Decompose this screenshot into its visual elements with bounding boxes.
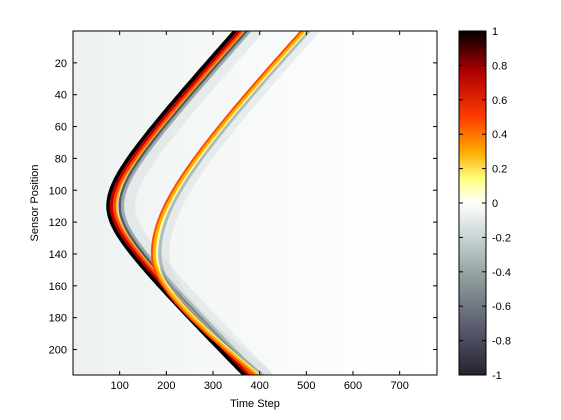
x-tick-label: 400 — [250, 380, 268, 392]
x-tick-label: 600 — [344, 380, 362, 392]
x-tick-label: 300 — [204, 380, 222, 392]
colorbar-tick-label: -0.4 — [492, 267, 511, 279]
x-tick-label: 500 — [297, 380, 315, 392]
colorbar-tick-label: 0.4 — [492, 129, 507, 141]
x-tick-label: 700 — [390, 380, 408, 392]
colorbar-tick-label: -1 — [492, 370, 502, 382]
plot-frame — [72, 30, 438, 376]
wavefront-band — [158, 31, 311, 375]
wavefront-band — [118, 31, 258, 375]
wavefront-band — [121, 31, 272, 375]
colorbar-tick-label: -0.6 — [492, 301, 511, 313]
wavefront-band — [151, 31, 306, 375]
colorbar-ticks: 1 0.8 0.6 0.4 0.2 0 -0.2 -0.4 -0.6 -0.8 -1 — [459, 26, 511, 382]
y-tick-label: 40 — [55, 90, 67, 102]
y-axis: 20 40 60 80 100 120 140 160 180 200 — [49, 58, 437, 357]
y-tick-label: 200 — [49, 345, 67, 357]
x-tick-label: 200 — [157, 380, 175, 392]
y-tick-label: 100 — [49, 185, 67, 197]
y-tick-label: 140 — [49, 249, 67, 261]
y-tick-label: 20 — [55, 58, 67, 70]
x-axis-label: Time Step — [230, 398, 280, 410]
wavefront-band — [119, 31, 261, 375]
y-tick-label: 180 — [49, 313, 67, 325]
wavefront-band — [150, 31, 303, 375]
x-axis: 100 200 300 400 500 600 700 — [110, 31, 409, 392]
colorbar-tick-label: -0.8 — [492, 336, 511, 348]
colorbar-tick-label: 1 — [492, 26, 498, 38]
heatmap — [73, 31, 437, 375]
colorbar-tick-label: 0.2 — [492, 164, 507, 176]
y-tick-label: 120 — [49, 217, 67, 229]
wavefront-band — [159, 31, 319, 375]
y-tick-label: 160 — [49, 281, 67, 293]
y-tick-label: 80 — [55, 153, 67, 165]
y-tick-label: 60 — [55, 122, 67, 134]
wavefront — [150, 31, 319, 375]
colorbar-tick-label: 0.6 — [492, 95, 507, 107]
colorbar-tick-label: 0.8 — [492, 60, 507, 72]
colorbar-tick-label: 0 — [492, 198, 498, 210]
colorbar-tick-label: -0.2 — [492, 232, 511, 244]
colorbar — [458, 30, 487, 376]
x-tick-label: 100 — [110, 380, 128, 392]
y-axis-label: Sensor Position — [29, 164, 41, 241]
